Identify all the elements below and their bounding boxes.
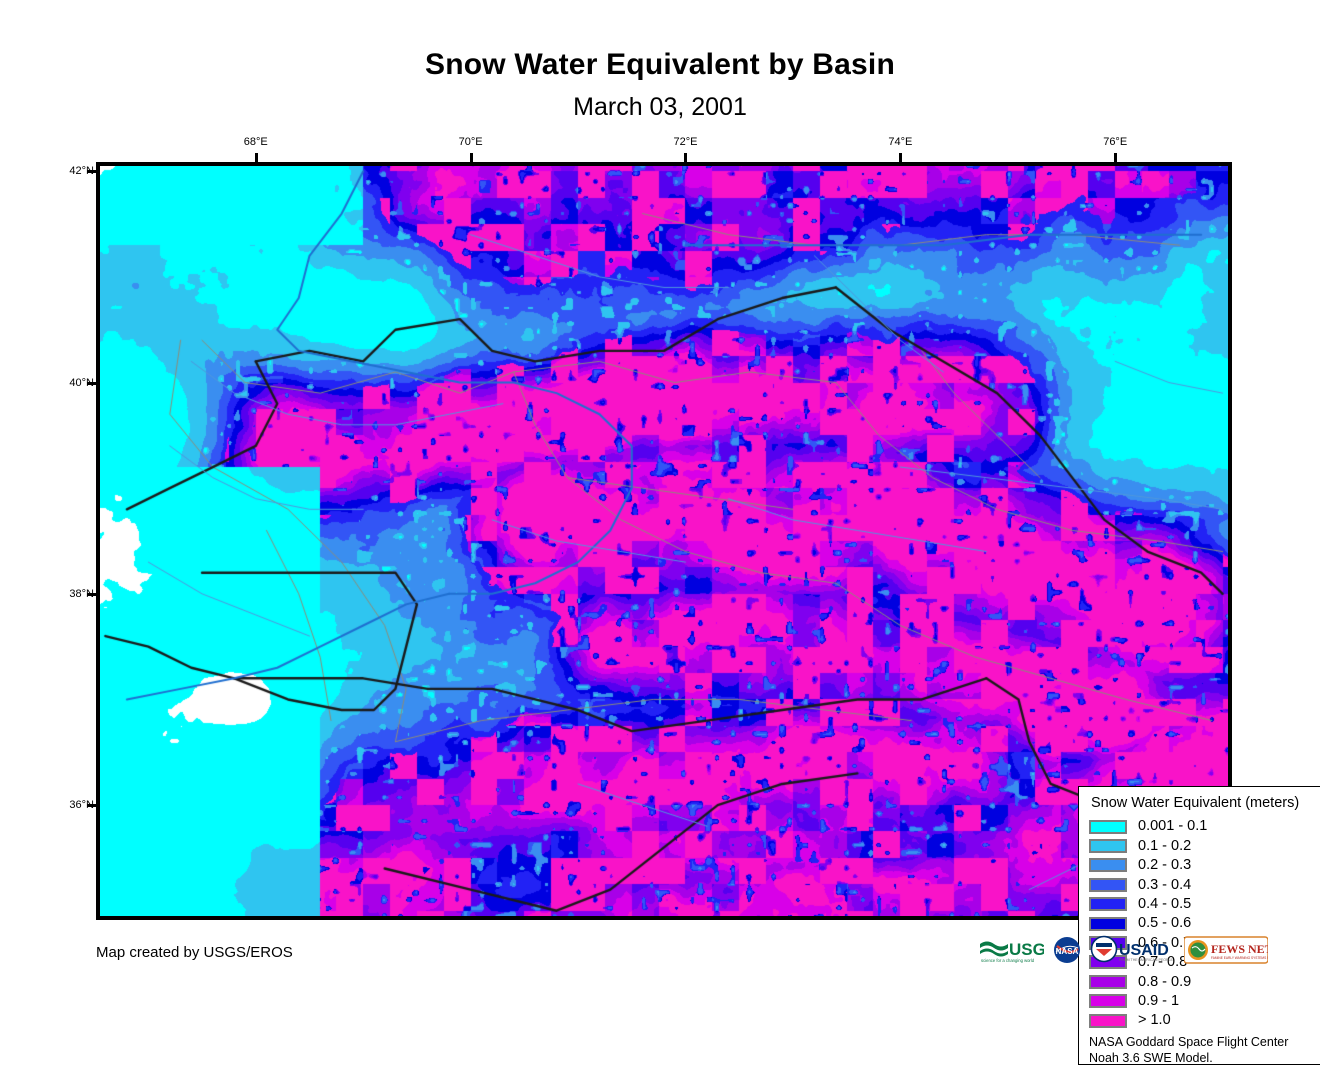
longitude-tick-label: 72°E: [673, 136, 698, 148]
legend-credit: NASA Goddard Space Flight Center Noah 3.…: [1089, 1035, 1320, 1066]
usaid-logo: USAID FROM THE AMERICAN PEOPLE: [1090, 935, 1176, 965]
longitude-tick: [684, 153, 688, 162]
latitude-tick-label: 36°N: [69, 799, 94, 812]
legend-row: 0.5 - 0.6: [1089, 914, 1320, 933]
longitude-tick-label: 76°E: [1103, 136, 1128, 148]
legend-swatch: [1089, 877, 1127, 892]
latitude-tick: [87, 170, 96, 174]
legend-label: 0.1 - 0.2: [1138, 837, 1192, 854]
longitude-tick-label: 68°E: [243, 136, 268, 148]
legend-swatch: [1089, 897, 1127, 912]
latitude-tick-label: 42°N: [69, 165, 94, 178]
svg-text:FEWS NET: FEWS NET: [1211, 942, 1268, 956]
legend-panel: Snow Water Equivalent (meters) 0.001 - 0…: [1078, 786, 1320, 1065]
legend-row: 0.2 - 0.3: [1089, 856, 1320, 875]
legend-label: > 1.0: [1138, 1012, 1171, 1029]
legend-swatch: [1089, 819, 1127, 834]
longitude-tick: [1114, 153, 1118, 162]
legend-label: 0.6 - 0.7: [1138, 934, 1192, 951]
legend-swatch: [1089, 994, 1127, 1009]
longitude-tick: [899, 153, 903, 162]
svg-text:FAMINE EARLY WARNING SYSTEMS N: FAMINE EARLY WARNING SYSTEMS NETWORK: [1211, 956, 1268, 960]
fewsnet-logo: FEWS NET FAMINE EARLY WARNING SYSTEMS NE…: [1184, 935, 1268, 965]
longitude-tick-label: 70°E: [458, 136, 483, 148]
legend-row: > 1.0: [1089, 1011, 1320, 1030]
svg-text:NASA: NASA: [1056, 947, 1079, 956]
longitude-tick: [254, 153, 258, 162]
legend-label: 0.001 - 0.1: [1138, 818, 1208, 835]
legend-swatch: [1089, 839, 1127, 854]
legend-label: 0.4 - 0.5: [1138, 896, 1192, 912]
page-subtitle: March 03, 2001: [573, 93, 747, 121]
legend-credit-line1: NASA Goddard Space Flight Center: [1089, 1035, 1289, 1050]
svg-text:USAID: USAID: [1119, 942, 1169, 959]
legend-label: 0.5 - 0.6: [1138, 915, 1192, 932]
latitude-tick-label: 40°N: [69, 376, 94, 389]
legend-credit-line2: Noah 3.6 SWE Model.: [1089, 1050, 1213, 1065]
legend-swatch: [1089, 974, 1127, 989]
svg-text:science for a changing world: science for a changing world: [981, 958, 1035, 963]
legend-swatch: [1089, 858, 1127, 873]
latitude-tick: [87, 804, 96, 808]
legend-swatch: [1089, 1013, 1127, 1028]
latitude-tick: [87, 381, 96, 385]
svg-text:USGS: USGS: [1009, 940, 1044, 959]
agency-logo-strip: USGS science for a changing world NASA U…: [978, 931, 1268, 969]
usgs-logo: USGS science for a changing world: [978, 935, 1044, 965]
latitude-tick: [87, 592, 96, 596]
legend-label: 0.2 - 0.3: [1138, 857, 1192, 874]
legend-row: 0.7- 0.8: [1089, 953, 1320, 972]
page-title: Snow Water Equivalent by Basin: [425, 48, 895, 81]
svg-text:FROM THE AMERICAN PEOPLE: FROM THE AMERICAN PEOPLE: [1119, 958, 1173, 962]
legend-title: Snow Water Equivalent (meters): [1091, 795, 1300, 811]
legend-row: 0.001 - 0.1: [1089, 817, 1320, 836]
legend-row: 0.3 - 0.4: [1089, 875, 1320, 894]
legend-label: 0.7- 0.8: [1138, 954, 1188, 971]
legend-label: 0.3 - 0.4: [1138, 876, 1192, 893]
legend-label: 0.8 - 0.9: [1138, 973, 1192, 990]
legend-row: 0.8 - 0.9: [1089, 972, 1320, 991]
legend-row: 0.9 - 1: [1089, 992, 1320, 1011]
legend-swatch: [1089, 916, 1127, 931]
longitude-tick: [469, 153, 473, 162]
swe-raster-map[interactable]: [100, 166, 1228, 916]
latitude-tick-label: 38°N: [69, 587, 94, 600]
legend-row: 0.1 - 0.2: [1089, 836, 1320, 855]
nasa-logo: NASA: [1052, 935, 1082, 965]
longitude-tick-label: 74°E: [888, 136, 913, 148]
legend-class-list: 0.001 - 0.1 0.1 - 0.2 0.2 - 0.3 0.3 - 0.4 0.…: [1089, 817, 1320, 1030]
legend-row: 0.4 - 0.5: [1089, 895, 1320, 914]
legend-label: 0.9 - 1: [1138, 992, 1180, 1009]
map-credit: Map created by USGS/EROS: [96, 944, 293, 961]
map-frame: 68°E 70°E 72°E 74°E 76°E 42°N 40°N 38°N 36°N Sn…: [69, 136, 1320, 1065]
